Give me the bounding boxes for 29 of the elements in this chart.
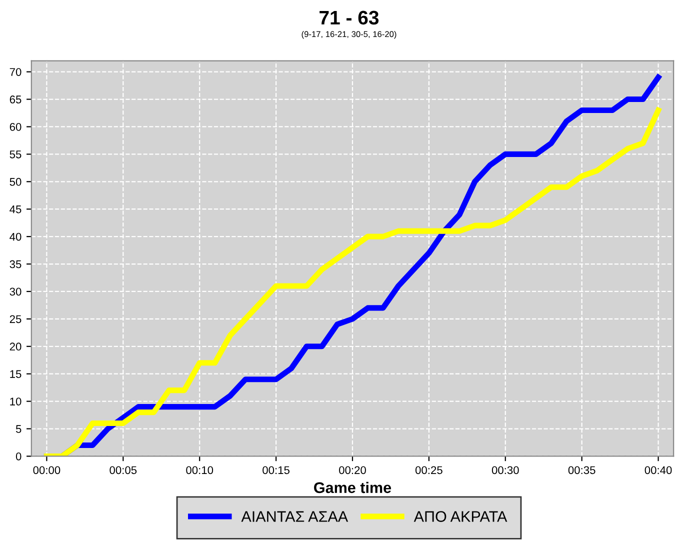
y-tick-label: 25: [10, 315, 22, 324]
y-tick-label: 30: [10, 288, 22, 296]
y-tick-label: 15: [10, 370, 22, 378]
x-axis-title: Game time: [314, 482, 392, 494]
x-tick-label: 00:30: [492, 466, 519, 474]
chart-title: 71 - 63: [320, 10, 379, 25]
y-tick-label: 0: [16, 452, 22, 460]
x-tick-label: 00:40: [644, 466, 672, 474]
x-tick-label: 00:20: [339, 466, 366, 474]
y-tick-label: 65: [10, 96, 22, 104]
legend-label: ΑΠΟ ΑΚΡΑΤΑ: [414, 511, 508, 522]
y-tick-label: 20: [10, 342, 22, 351]
y-tick-label: 35: [10, 260, 22, 268]
y-tick-label: 10: [10, 398, 22, 406]
x-tick-label: 00:10: [186, 466, 214, 474]
x-tick-label: 00:25: [415, 466, 442, 474]
y-tick-label: 45: [10, 205, 22, 214]
y-tick-label: 50: [10, 178, 22, 186]
chart-subtitle: (9-17, 16-21, 30-5, 16-20): [302, 30, 396, 39]
x-tick-label: 00:35: [568, 466, 596, 474]
y-tick-label: 40: [10, 232, 22, 241]
y-tick-label: 70: [10, 68, 22, 76]
x-tick-label: 00:15: [262, 466, 290, 474]
x-tick-label: 00:00: [33, 466, 60, 474]
y-tick-label: 60: [10, 122, 22, 131]
legend-label: ΑΙΑΝΤΑΣ ΑΣΑΑ: [241, 511, 348, 522]
y-tick-label: 55: [10, 150, 22, 158]
x-tick-label: 00:05: [110, 466, 137, 474]
y-tick-label: 5: [16, 425, 22, 433]
